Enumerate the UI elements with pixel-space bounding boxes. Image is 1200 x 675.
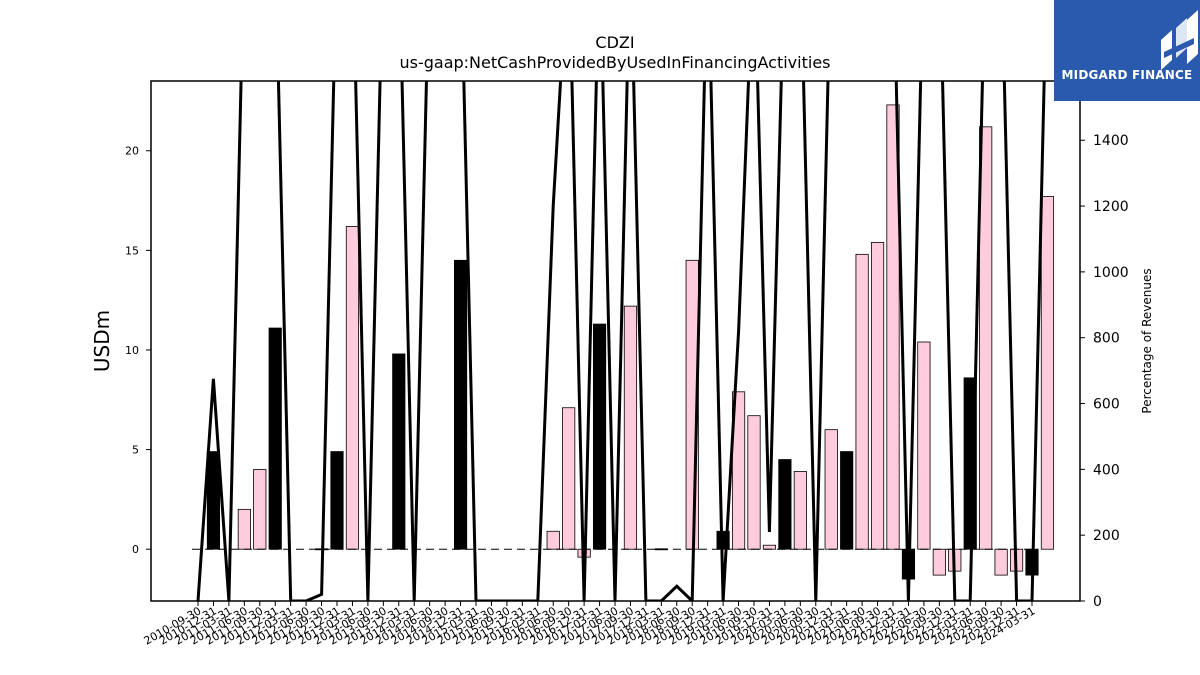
bar — [824, 429, 838, 550]
right-axis: 0 200 400 600 800 1000 1200 1400 — [1080, 133, 1129, 610]
bar — [206, 451, 221, 550]
bar — [453, 259, 468, 550]
right-tick-label: 1200 — [1093, 199, 1129, 215]
bar — [546, 530, 560, 550]
bar — [870, 241, 885, 550]
percentage-of-revenues-line — [196, 81, 1046, 601]
bar — [392, 353, 406, 550]
left-tick-label: 20 — [125, 145, 139, 158]
bar — [886, 104, 900, 550]
bar — [840, 451, 854, 550]
right-tick-label: 1400 — [1093, 133, 1129, 149]
left-tick-label: 10 — [125, 344, 139, 357]
bar — [762, 544, 777, 550]
right-tick-label: 200 — [1093, 528, 1120, 544]
brand-logo: MIDGARD FINANCE — [1054, 0, 1200, 101]
bar — [562, 407, 576, 550]
x-axis: 2010-09-302010-12-312011-03-312011-06-30… — [142, 601, 1038, 648]
y-axis-label: USDm — [90, 310, 114, 372]
logo-text: MIDGARD FINANCE — [1061, 68, 1193, 82]
logo-mark-icon — [1161, 10, 1198, 70]
bar — [1040, 196, 1055, 550]
bar — [994, 548, 1008, 576]
y2-axis-label: Percentage of Revenues — [1140, 268, 1154, 413]
bar — [237, 508, 251, 550]
right-tick-label: 1000 — [1093, 265, 1129, 281]
bar — [330, 451, 344, 550]
chart-title: CDZI — [595, 33, 634, 52]
bar — [623, 305, 638, 550]
chart-subtitle: us-gaap:NetCashProvidedByUsedInFinancing… — [399, 53, 830, 72]
bar — [592, 323, 607, 550]
left-tick-label: 15 — [125, 244, 139, 257]
right-tick-label: 800 — [1093, 331, 1120, 347]
bar — [793, 471, 807, 550]
bar — [778, 459, 792, 550]
bar — [253, 469, 267, 550]
bar — [268, 327, 282, 550]
bar-group — [206, 104, 1055, 580]
left-tick-label: 0 — [132, 543, 139, 556]
right-tick-label: 0 — [1093, 594, 1102, 610]
bar — [747, 415, 761, 550]
bar — [932, 548, 946, 576]
left-tick-label: 5 — [132, 444, 139, 457]
bar — [855, 253, 869, 550]
right-tick-label: 600 — [1093, 397, 1120, 413]
left-axis: 0 5 10 15 20 — [125, 145, 151, 556]
bar — [345, 226, 360, 550]
bar — [917, 341, 931, 550]
right-tick-label: 400 — [1093, 462, 1120, 478]
